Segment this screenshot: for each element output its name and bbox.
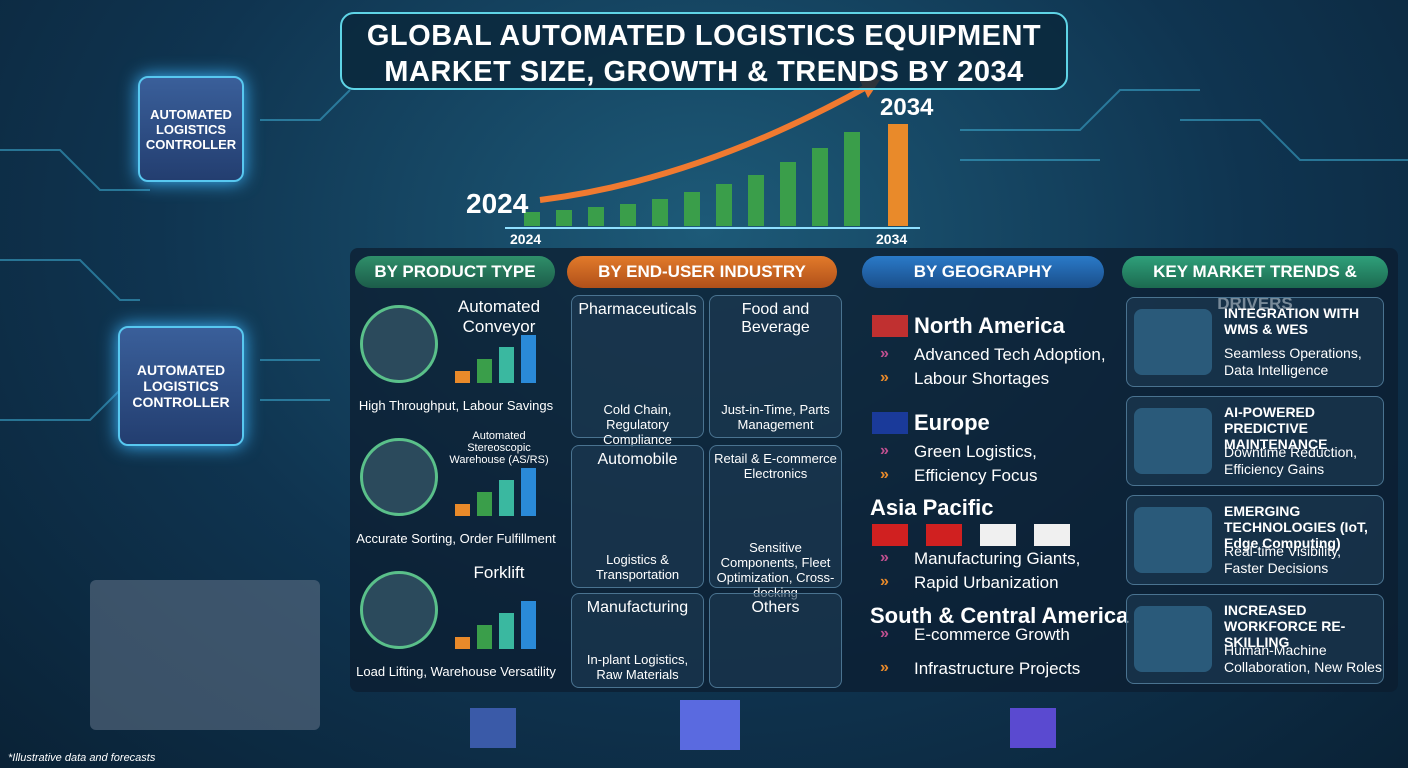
trend-icon xyxy=(1134,408,1212,474)
trend-desc: Human-Machine Collaboration, New Roles xyxy=(1224,642,1382,675)
product-name: Forklift xyxy=(473,563,525,582)
industry-desc: Logistics & Transportation xyxy=(595,552,680,582)
region-name: South & Central America xyxy=(870,603,1129,628)
bullet: » xyxy=(880,345,889,362)
trend-icon xyxy=(1134,606,1212,672)
trend-icon xyxy=(1134,309,1212,375)
industry-card xyxy=(709,593,842,688)
title-box: GLOBAL AUTOMATED LOGISTICS EQUIPMENT MAR… xyxy=(340,12,1068,90)
bullet: » xyxy=(880,369,889,386)
bullet: » xyxy=(880,659,889,676)
region-name: Asia Pacific xyxy=(870,495,994,520)
icon xyxy=(360,571,438,649)
flag xyxy=(872,412,908,434)
industry-name: Food and Beverage xyxy=(741,301,810,336)
footnote: *Illustrative data and forecasts xyxy=(8,752,156,764)
industry-desc: Sensitive Components, Fleet Optimization… xyxy=(716,540,835,600)
flag xyxy=(872,315,908,337)
title-line: MARKET SIZE, GROWTH & TRENDS BY 2034 xyxy=(384,56,1024,88)
bullet: » xyxy=(880,549,889,566)
axis-start: 2024 xyxy=(510,231,542,247)
region-point: Infrastructure Projects xyxy=(914,659,1081,678)
chip: AUTOMATED LOGISTICS CONTROLLER xyxy=(118,326,244,446)
region-name: Europe xyxy=(914,410,990,435)
start-label: 2024 xyxy=(466,188,529,219)
trend-name: INTEGRATION WITH WMS & WES xyxy=(1224,305,1360,337)
column-title: BY END-USER INDUSTRY xyxy=(567,256,837,288)
industry-name: Others xyxy=(751,599,800,616)
industry-name: Manufacturing xyxy=(586,599,689,616)
region-point: E-commerce Growth xyxy=(914,625,1070,644)
product-name: Automated Conveyor xyxy=(457,297,541,336)
industry-desc: In-plant Logistics, Raw Materials xyxy=(586,652,689,682)
bullet: » xyxy=(880,625,889,642)
industry-card xyxy=(709,295,842,438)
end-label: 2034 xyxy=(880,94,934,121)
product-desc: Accurate Sorting, Order Fulfillment xyxy=(356,531,556,546)
region-point: Efficiency Focus xyxy=(914,466,1038,485)
trend-name: EMERGING TECHNOLOGIES (IoT, Edge Computi… xyxy=(1224,503,1368,551)
icon-bar xyxy=(521,335,536,383)
industry-desc: Cold Chain, Regulatory Compliance xyxy=(603,402,672,447)
bullet: » xyxy=(880,442,889,459)
industry-name: Retail & E-commerce Electronics xyxy=(714,451,837,481)
column-title: BY PRODUCT TYPE xyxy=(355,256,555,288)
industry-card xyxy=(709,445,842,588)
bullet: » xyxy=(880,573,889,590)
region-point: Manufacturing Giants, xyxy=(914,549,1081,568)
icon-bar xyxy=(477,359,492,383)
flag xyxy=(872,524,908,546)
flag xyxy=(926,524,962,546)
trend-name: INCREASED WORKFORCE RE-SKILLING xyxy=(1224,602,1346,650)
trend-icon xyxy=(1134,507,1212,573)
industry-name: Pharmaceuticals xyxy=(578,301,697,318)
industry-name: Automobile xyxy=(597,451,678,468)
flag xyxy=(1034,524,1070,546)
icon-bar xyxy=(477,625,492,649)
trend-desc: Seamless Operations, Data Intelligence xyxy=(1224,345,1362,378)
icon xyxy=(360,305,438,383)
industry-card xyxy=(571,295,704,438)
icon xyxy=(360,438,438,516)
region-name: North America xyxy=(914,313,1065,338)
region-point: Advanced Tech Adoption, xyxy=(914,345,1106,364)
region-point: Green Logistics, xyxy=(914,442,1037,461)
industry-desc: Just-in-Time, Parts Management xyxy=(721,402,830,432)
icon-bar xyxy=(499,613,514,649)
icon-bar xyxy=(455,371,470,383)
bullet: » xyxy=(880,466,889,483)
icon-bar xyxy=(477,492,492,516)
trend-desc: Downtime Reduction, Efficiency Gains xyxy=(1224,444,1358,477)
icon-bar xyxy=(499,347,514,383)
trend-name: AI-POWERED PREDICTIVE MAINTENANCE xyxy=(1224,404,1328,452)
axis-end: 2034 xyxy=(876,231,908,247)
region-point: Labour Shortages xyxy=(914,369,1050,388)
chip: AUTOMATED LOGISTICS CONTROLLER xyxy=(138,76,244,182)
column-title: BY GEOGRAPHY xyxy=(862,256,1104,288)
icon-bar xyxy=(521,468,536,516)
industry-card xyxy=(571,445,704,588)
icon-bar xyxy=(499,480,514,516)
product-desc: Load Lifting, Warehouse Versatility xyxy=(356,664,556,679)
flag xyxy=(980,524,1016,546)
title-line: GLOBAL AUTOMATED LOGISTICS EQUIPMENT xyxy=(366,20,1042,52)
trend-desc: Real-time Visibility, Faster Decisions xyxy=(1224,543,1341,576)
product-name: Automated Stereoscopic Warehouse (AS/RS) xyxy=(449,430,549,466)
column-title: KEY MARKET TRENDS & DRIVERS xyxy=(1122,256,1388,313)
industry-card xyxy=(571,593,704,688)
region-point: Rapid Urbanization xyxy=(914,573,1059,592)
icon-bar xyxy=(521,601,536,649)
icon-bar xyxy=(455,637,470,649)
product-desc: High Throughput, Labour Savings xyxy=(358,398,554,413)
icon-bar xyxy=(455,504,470,516)
